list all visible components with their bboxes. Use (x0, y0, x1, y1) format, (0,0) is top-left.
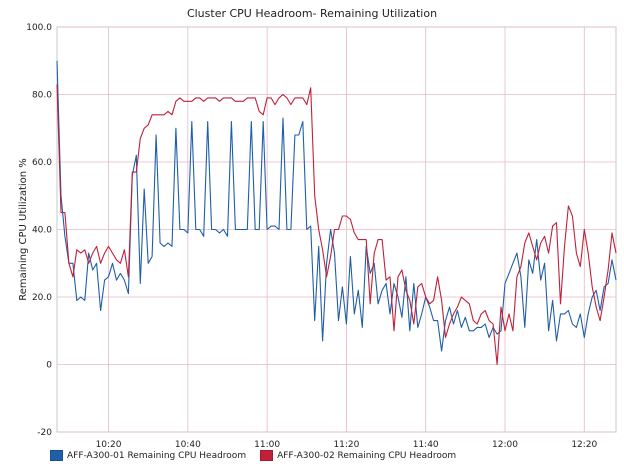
x-tick-label: 11:20 (333, 440, 359, 450)
legend-item-series-1: AFF-A300-01 Remaining CPU Headroom (50, 450, 246, 461)
series-line-1 (56, 60, 617, 352)
y-axis-label: Remaining CPU Utilization % (18, 158, 29, 301)
x-tick-label: 10:20 (96, 440, 122, 450)
y-tick-label: 0 (46, 361, 52, 371)
series-line-2 (56, 84, 617, 366)
x-tick-label: 10:40 (175, 440, 201, 450)
y-tick-label: 60.0 (32, 158, 52, 168)
legend-swatch-red (260, 450, 274, 461)
legend-swatch-blue (50, 450, 63, 461)
chart-legend: AFF-A300-01 Remaining CPU Headroom AFF-A… (50, 450, 470, 461)
x-tick-label: 11:00 (254, 440, 280, 450)
chart-title: Cluster CPU Headroom- Remaining Utilizat… (187, 7, 437, 20)
legend-label-series-1: AFF-A300-01 Remaining CPU Headroom (67, 450, 247, 461)
y-tick-label: 80.0 (32, 91, 52, 101)
y-tick-label: 100.0 (26, 23, 52, 33)
y-tick-label: 40.0 (32, 226, 52, 236)
y-tick-label: -20 (37, 428, 52, 438)
x-tick-label: 12:00 (492, 440, 518, 450)
x-tick-label: 12:20 (571, 440, 597, 450)
legend-item-series-2: AFF-A300-02 Remaining CPU Headroom (260, 450, 456, 461)
legend-label-series-2: AFF-A300-02 Remaining CPU Headroom (277, 450, 457, 461)
y-tick-label: 20.0 (32, 293, 52, 303)
grid-layer (56, 26, 617, 433)
series-layer (56, 60, 617, 366)
axis-layer: 100.0 80.0 60.0 40.0 20.0 0 -20 10:20 10:40 11:00… (26, 23, 597, 450)
x-tick-label: 11:40 (413, 440, 439, 450)
